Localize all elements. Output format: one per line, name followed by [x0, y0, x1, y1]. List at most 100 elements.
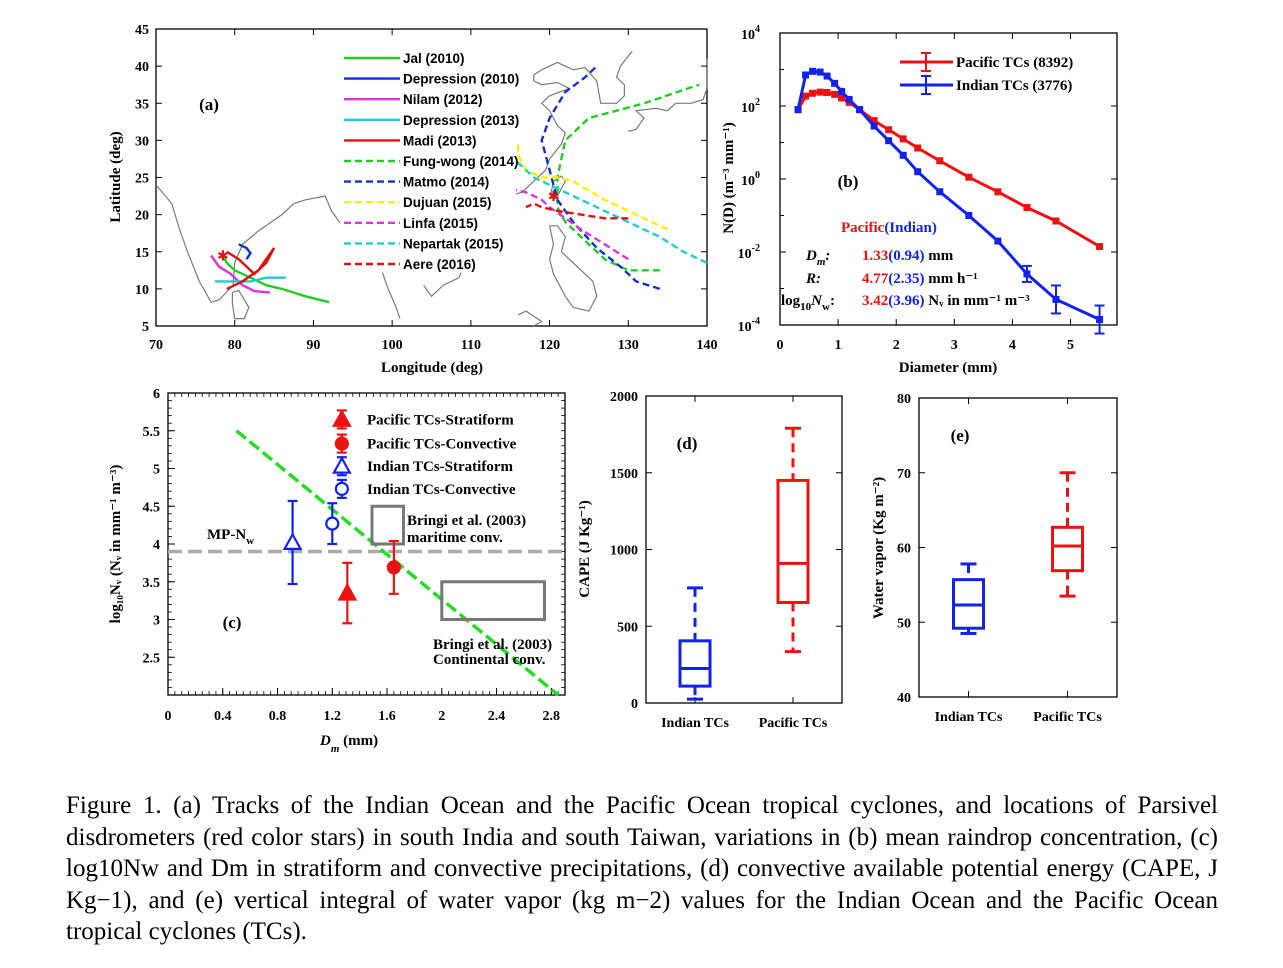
stat-label-2: log10Nw: — [781, 293, 835, 313]
xtick-label-b: 0 — [777, 338, 784, 353]
dsd-point-0 — [965, 173, 973, 181]
ylabel-b: N(D) (m⁻³ mm⁻¹) — [721, 122, 737, 233]
track-2 — [210, 254, 271, 294]
bringi-label-1: Bringi et al. (2003) — [433, 637, 552, 653]
xtick-label-c: 0 — [165, 709, 172, 724]
ytick-label-c: 5 — [153, 463, 160, 478]
panel-a: ✱ ✱ Jal (2010) Depression (2010) Nilam (2012… — [135, 23, 718, 376]
ytick-label-a: 5 — [142, 320, 149, 335]
xtick-label-c: 0.8 — [269, 709, 287, 724]
track-7 — [516, 140, 669, 231]
dsd-point-0 — [914, 144, 922, 152]
dsd-point-0 — [823, 88, 831, 96]
category-label-d: Pacific TCs — [759, 716, 828, 731]
ytick-label-c: 3 — [153, 614, 160, 629]
xlabel-a: Longitude (deg) — [381, 360, 483, 376]
legend-a-label-10: Aere (2016) — [403, 257, 476, 272]
ytick-label-c: 4 — [153, 538, 160, 553]
legend-c-marker-2 — [331, 455, 352, 474]
dsd-point-0 — [1052, 217, 1060, 225]
legend-c-label-2: Indian TCs-Stratiform — [367, 459, 513, 475]
xtick-label-b: 2 — [893, 338, 900, 353]
ytick-label-a: 45 — [135, 23, 149, 38]
ytick-label-d: 2000 — [610, 390, 638, 405]
disdrometer-star-0: ✱ — [217, 249, 229, 264]
ytick-label-a: 15 — [135, 246, 149, 261]
dsd-point-0 — [816, 88, 824, 96]
dsd-point-0 — [1096, 243, 1104, 251]
ytick-label-d: 1000 — [610, 544, 638, 559]
dsd-point-0 — [831, 90, 839, 98]
xtick-label-c: 1.6 — [378, 709, 396, 724]
ytick-label-c: 6 — [153, 387, 160, 402]
xtick-label-c: 2 — [438, 709, 445, 724]
dsd-point-1 — [965, 212, 973, 219]
xtick-label-b: 4 — [1009, 338, 1016, 353]
track-10 — [525, 202, 629, 220]
dsd-point-1 — [885, 137, 893, 145]
legend-a-label-2: Nilam (2012) — [403, 92, 483, 107]
legend-a-label-7: Dujuan (2015) — [403, 195, 492, 210]
dsd-point-1 — [899, 151, 907, 159]
disdrometer-star-1: ✱ — [548, 190, 560, 205]
legend-b-label-1: Indian TCs (3776) — [956, 78, 1072, 94]
ylabel-a: Latitude (deg) — [108, 131, 124, 222]
scatter-point-1 — [386, 560, 401, 575]
box-d-1 — [776, 478, 810, 604]
ytick-label-d: 500 — [617, 620, 638, 635]
legend-a-label-3: Depression (2013) — [403, 113, 519, 128]
stat-value-1: 4.77(2.35) mm h⁻¹ — [862, 271, 978, 287]
dsd-point-0 — [936, 157, 944, 165]
legend-b-label-0: Pacific TCs (8392) — [956, 55, 1073, 71]
dsd-point-1 — [845, 95, 853, 103]
panel-c: 0 0.4 0.8 1.2 1.6 2 2.4 2.8 6 5.5 5 4.5 4 3.5 3 2.5 MP-N… — [143, 387, 566, 755]
bringi-box-0 — [370, 504, 405, 546]
bringi-label-0: Bringi et al. (2003) — [407, 513, 526, 529]
ytick-label-a: 10 — [135, 283, 149, 298]
ytick-label-c: 4.5 — [143, 500, 161, 515]
coastline-7 — [231, 289, 250, 320]
ytick-label-a: 40 — [135, 60, 149, 75]
legend-c-marker-0 — [331, 409, 352, 427]
stats-header: Pacific(Indian) — [841, 220, 937, 236]
ylabel-e: Water vapor (Kg m⁻²) — [871, 477, 887, 619]
ytick-label-c: 2.5 — [143, 651, 161, 666]
xtick-label-c: 0.4 — [214, 709, 232, 724]
xtick-label-a: 90 — [306, 338, 320, 353]
track-9 — [509, 157, 708, 264]
ytick-label-b: 104 — [741, 24, 760, 43]
xtick-label-a: 130 — [618, 338, 639, 353]
coastline-6 — [517, 310, 543, 327]
legend-a-label-1: Depression (2010) — [403, 72, 519, 87]
dsd-point-0 — [838, 94, 846, 102]
dsd-point-1 — [914, 168, 922, 176]
mp-line-label: MP-Nw — [207, 527, 254, 547]
track-4 — [226, 247, 276, 290]
bringi-sublabel-1: Continental conv. — [433, 652, 546, 668]
xtick-label-a: 100 — [382, 338, 403, 353]
panel-d: 2000 1500 1000 500 0 Indian TCs Pacific TCs (d) — [610, 390, 843, 731]
legend-c-label-3: Indian TCs-Convective — [367, 482, 516, 498]
ytick-label-b: 100 — [741, 170, 760, 189]
panel-e: 80 70 60 50 40 Indian TCs Pacific TCs (e) — [897, 392, 1118, 725]
stat-value-0: 1.33(0.94) mm — [862, 248, 954, 264]
figure-caption: Figure 1. (a) Tracks of the Indian Ocean… — [66, 792, 1218, 945]
scatter-point-0 — [337, 582, 358, 601]
legend-a-label-9: Nepartak (2015) — [403, 236, 504, 251]
dsd-point-1 — [994, 237, 1002, 245]
dsd-point-0 — [802, 92, 810, 100]
xlabel-c: Dm (mm) — [319, 733, 378, 755]
ytick-label-e: 40 — [897, 691, 911, 706]
xlabel-b: Diameter (mm) — [899, 360, 997, 376]
legend-a-label-0: Jal (2010) — [403, 51, 465, 66]
dsd-point-1 — [870, 122, 878, 130]
xtick-label-b: 5 — [1067, 338, 1074, 353]
panel-e-label: (e) — [951, 426, 970, 445]
xtick-label-c: 2.4 — [488, 709, 506, 724]
dsd-point-1 — [809, 67, 817, 75]
dsd-point-0 — [899, 135, 907, 143]
panel-c-label: (c) — [223, 613, 242, 632]
ytick-label-e: 70 — [897, 467, 911, 482]
scatter-point-3 — [325, 516, 340, 531]
panel-d-frame — [645, 395, 843, 704]
